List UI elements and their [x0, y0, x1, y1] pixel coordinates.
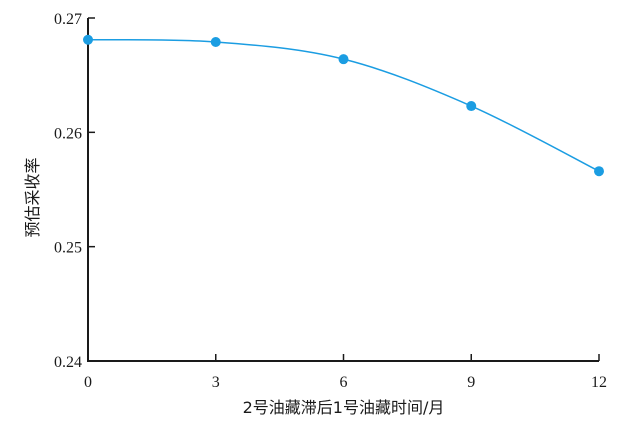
x-tick-label: 0 — [84, 374, 92, 391]
y-tick-label: 0.26 — [54, 125, 82, 142]
x-tick-label: 12 — [591, 374, 607, 391]
x-tick-label: 6 — [340, 374, 348, 391]
data-point — [594, 166, 604, 177]
data-point — [210, 37, 221, 48]
data-point — [466, 101, 477, 112]
series-layer — [83, 34, 604, 177]
x-ticks: 0 3 6 9 12 — [84, 354, 607, 391]
x-tick-label: 3 — [212, 374, 220, 391]
x-tick-label: 9 — [467, 374, 475, 391]
y-tick-label: 0.27 — [54, 11, 82, 28]
data-point — [83, 34, 93, 45]
y-tick-label: 0.25 — [54, 240, 82, 257]
y-axis-title: 预估采收率 — [23, 157, 42, 237]
axes — [87, 18, 599, 362]
x-axis-title: 2号油藏滞后1号油藏时间/月 — [243, 398, 445, 417]
y-ticks: 0.24 0.25 0.26 0.27 — [54, 11, 95, 371]
data-point — [338, 54, 349, 65]
y-tick-label: 0.24 — [54, 354, 82, 371]
